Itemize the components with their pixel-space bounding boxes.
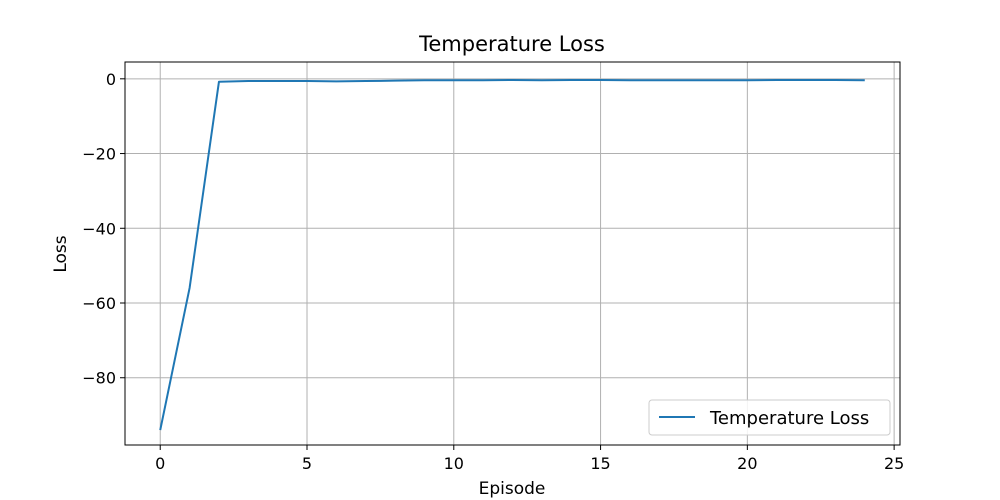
y-tick-label: 0 [106,70,116,89]
y-tick-label: −20 [82,145,116,164]
y-tick-label: −40 [82,219,116,238]
y-tick-label: −80 [82,369,116,388]
x-tick-label: 25 [884,454,904,473]
legend-label: Temperature Loss [709,408,869,429]
x-axis-ticks: 0 5 10 15 20 25 [155,445,904,473]
legend-box [648,399,891,436]
x-axis-label: Episode [479,479,546,499]
x-tick-label: 0 [155,454,165,473]
series-line [159,78,865,431]
x-tick-label: 10 [444,454,464,473]
chart-title: Temperature Loss [418,32,605,56]
series-layer [159,78,865,431]
x-tick-label: 15 [590,454,610,473]
legend: Temperature Loss [648,399,891,436]
grid-lines [125,62,900,445]
y-axis-ticks: 0 −20 −40 −60 −80 [82,70,125,388]
x-tick-label: 20 [737,454,757,473]
plot-frame [124,61,901,446]
x-tick-label: 5 [302,454,312,473]
y-axis-label: Loss [51,235,71,272]
y-tick-label: −60 [82,294,116,313]
